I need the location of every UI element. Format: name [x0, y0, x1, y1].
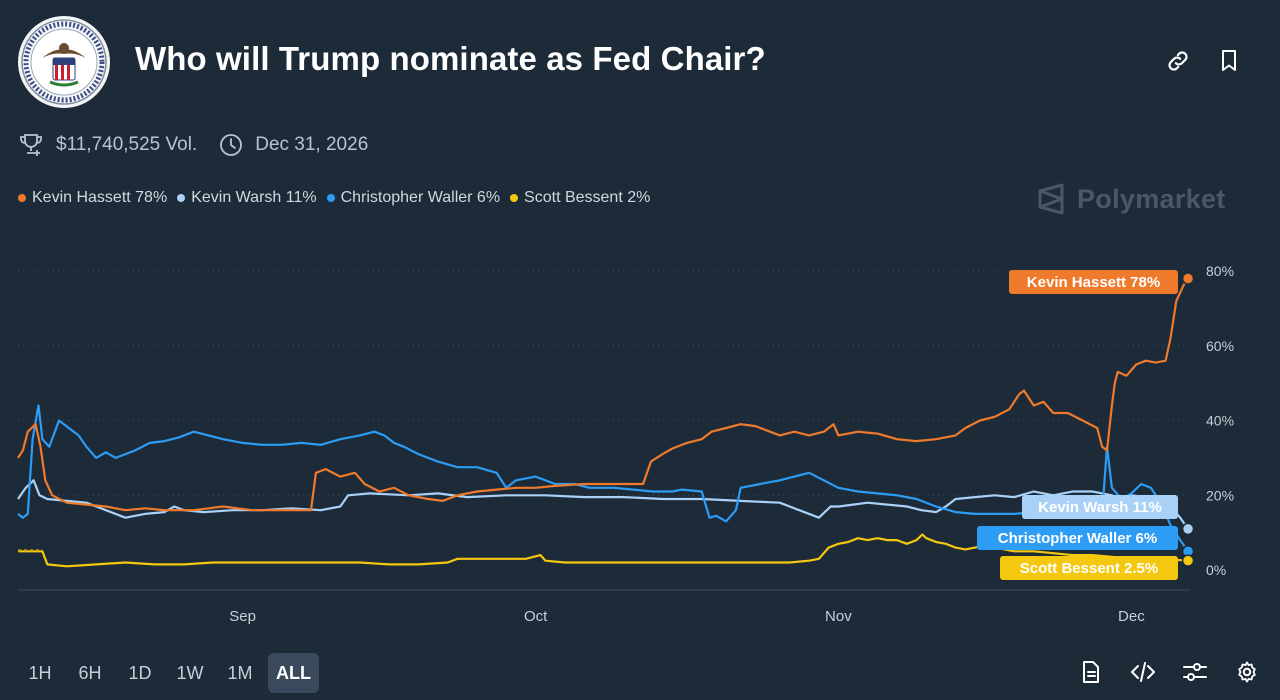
- legend-label: Kevin Warsh 11%: [191, 189, 317, 206]
- y-tick-label: 20%: [1206, 487, 1234, 503]
- series-end-label: Scott Bessent 2.5%: [1000, 556, 1178, 580]
- range-all-button[interactable]: ALL: [268, 653, 319, 693]
- y-tick-label: 40%: [1206, 413, 1234, 429]
- range-1w-button[interactable]: 1W: [176, 662, 204, 683]
- end-label-box: [1009, 270, 1178, 294]
- settings-button[interactable]: [1232, 657, 1262, 687]
- market-meta: $11,740,525 Vol. Dec 31, 2026: [18, 130, 368, 160]
- legend-item: Christopher Waller 6%: [326, 189, 501, 207]
- bookmark-icon: [1222, 50, 1236, 71]
- chart-tools: [1054, 657, 1262, 687]
- end-label-box: [1022, 495, 1178, 519]
- series-end-label: Kevin Hassett 78%: [1009, 270, 1178, 294]
- end-label-text: Christopher Waller 6%: [998, 530, 1157, 547]
- legend-label: Christopher Waller 6%: [340, 189, 501, 206]
- code-icon: [1131, 662, 1155, 682]
- end-label-box: [1000, 556, 1178, 580]
- series-end-marker: [1181, 522, 1195, 536]
- legend-dot: [177, 194, 186, 202]
- legend-dot: [326, 194, 335, 202]
- series-end-label: Kevin Warsh 11%: [1022, 495, 1178, 519]
- trophy-icon: [18, 132, 44, 158]
- link-button[interactable]: [1163, 46, 1193, 76]
- end-label-text: Kevin Warsh 11%: [1038, 499, 1162, 516]
- volume-text: $11,740,525 Vol.: [56, 134, 198, 155]
- range-1h-button[interactable]: 1H: [28, 662, 52, 683]
- sliders-icon: [1183, 663, 1207, 681]
- range-1d-button[interactable]: 1D: [128, 662, 152, 683]
- bookmark-button[interactable]: [1214, 46, 1244, 76]
- page-title: Who will Trump nominate as Fed Chair?: [135, 40, 766, 77]
- link-icon: [1168, 51, 1188, 71]
- series-line: [17, 479, 1189, 530]
- embed-button[interactable]: [1128, 657, 1158, 687]
- end-date-text: Dec 31, 2026: [255, 134, 369, 155]
- federal-reserve-seal-icon: [18, 16, 110, 108]
- range-1m-button[interactable]: 1M: [227, 662, 253, 683]
- x-tick-label: Sep: [229, 608, 256, 625]
- market-header: Who will Trump nominate as Fed Chair?: [18, 14, 1262, 110]
- gear-icon: [1238, 661, 1256, 683]
- end-label-text: Scott Bessent 2.5%: [1020, 560, 1158, 577]
- legend-item: Scott Bessent 2%: [510, 189, 650, 207]
- range-6h-button[interactable]: 6H: [78, 662, 102, 683]
- series-end-marker: [1181, 554, 1195, 567]
- polymarket-logo-icon: [1038, 183, 1064, 215]
- legend-dot: [18, 194, 26, 202]
- chart-controls: 1H 6H 1D 1W 1M ALL: [18, 652, 1262, 694]
- watermark-text: Polymarket: [1077, 183, 1226, 214]
- legend-label: Kevin Hassett 78%: [32, 189, 168, 206]
- legend-dot: [510, 194, 519, 202]
- x-tick-label: Nov: [825, 608, 852, 625]
- series-end-label: Christopher Waller 6%: [977, 526, 1178, 550]
- legend-item: Kevin Warsh 11%: [177, 189, 317, 207]
- end-label-text: Kevin Hassett 78%: [1027, 274, 1160, 291]
- document-icon: [1083, 661, 1099, 683]
- clock-icon: [219, 133, 243, 157]
- legend-item: Kevin Hassett 78%: [18, 189, 167, 207]
- legend-label: Scott Bessent 2%: [524, 189, 651, 206]
- price-history-chart[interactable]: 0% 20% 40% 60% 80% Sep Oct Nov Dec Kevin Hassett…: [0, 240, 1280, 630]
- chart-legend: Kevin Hassett 78% Kevin Warsh 11% Christ…: [18, 189, 660, 207]
- y-tick-label: 0%: [1206, 562, 1226, 578]
- end-label-box: [977, 526, 1178, 550]
- y-tick-label: 80%: [1206, 263, 1234, 279]
- polymarket-watermark: Polymarket: [1035, 182, 1226, 216]
- rules-button[interactable]: [1076, 657, 1106, 687]
- x-tick-label: Oct: [524, 608, 548, 625]
- chart-settings-button[interactable]: [1180, 657, 1210, 687]
- y-tick-label: 60%: [1206, 338, 1234, 354]
- series-end-marker: [1181, 272, 1195, 285]
- series-line: [17, 277, 1189, 512]
- time-range-selector: 1H 6H 1D 1W 1M ALL: [18, 652, 1262, 694]
- x-tick-label: Dec: [1118, 608, 1145, 625]
